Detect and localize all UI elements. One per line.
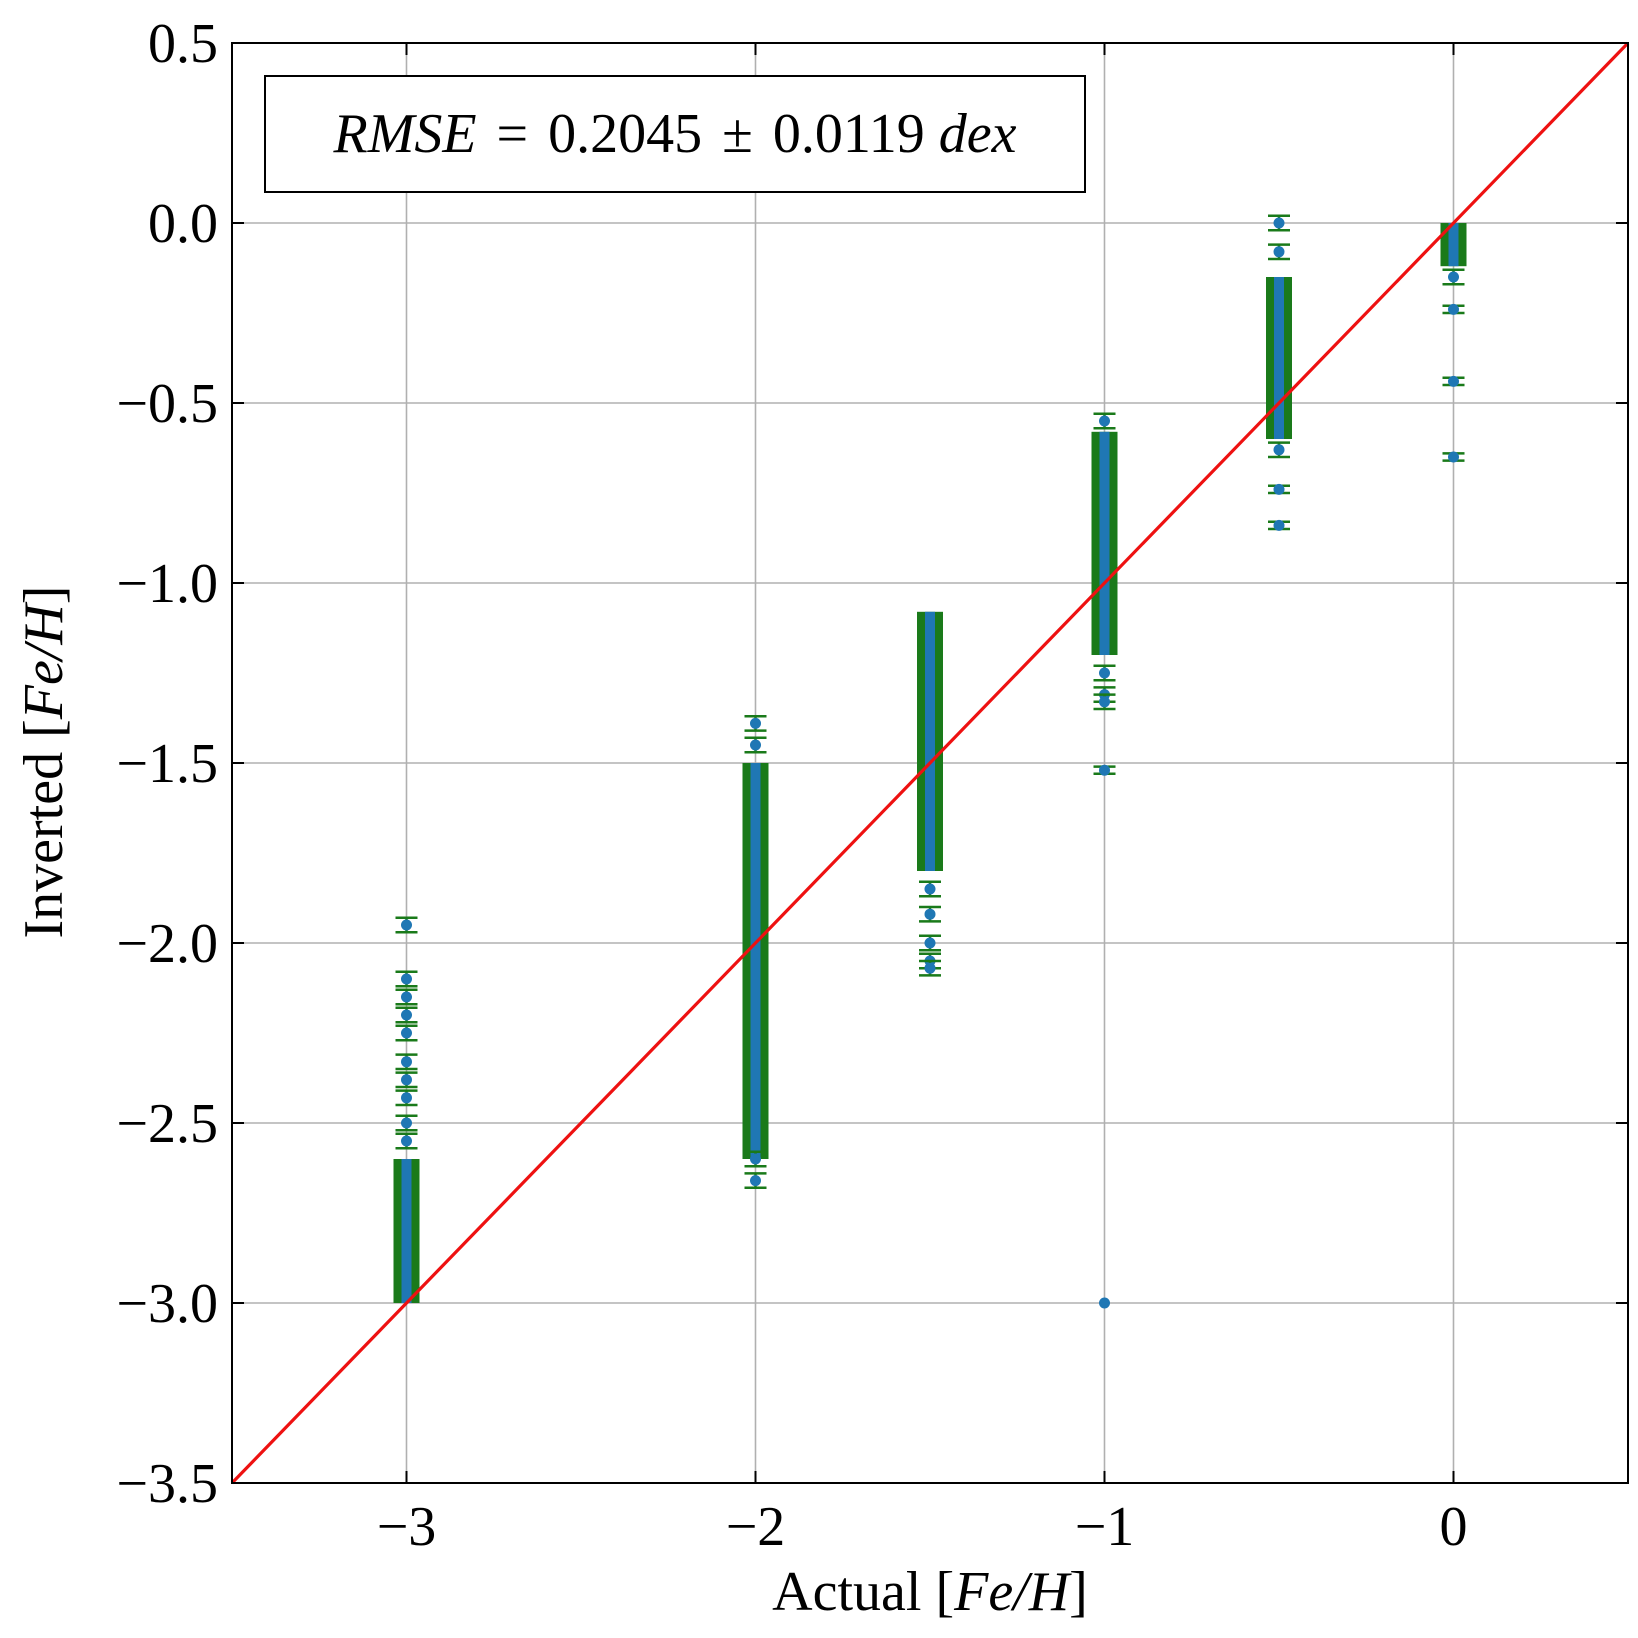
y-axis-label-close-bracket: ]	[13, 586, 75, 605]
point-band	[750, 763, 761, 1159]
data-point	[401, 1092, 412, 1104]
y-tick-label: −3.0	[116, 1273, 218, 1335]
y-tick-label: 0.5	[148, 13, 218, 75]
data-point	[401, 919, 412, 931]
annotation-frame	[264, 75, 1086, 193]
data-point	[1273, 246, 1285, 258]
data-point	[1099, 415, 1110, 427]
y-axis-label-italic: Fe/H	[13, 602, 75, 721]
x-tick-labels: −3 −2 −1 0	[377, 1496, 1468, 1558]
x-axis-label-open-bracket: [	[935, 1561, 954, 1623]
data-point	[401, 973, 412, 985]
y-tick-label: −2.5	[116, 1093, 218, 1155]
annotation-text: RMSE = 0.2045 ± 0.0119 dex	[332, 103, 1016, 165]
data-points	[395, 214, 1465, 1309]
data-point	[401, 1117, 412, 1129]
annotation-metric: RMSE	[332, 103, 476, 165]
y-tick-label: −1.0	[116, 553, 218, 615]
annotation-value: 0.2045	[548, 103, 702, 165]
data-point	[924, 962, 936, 974]
data-point	[401, 1056, 412, 1068]
data-point	[401, 1074, 412, 1086]
data-point	[1448, 271, 1459, 283]
data-point	[401, 1009, 412, 1021]
data-point	[750, 717, 761, 729]
annotation-box: RMSE = 0.2045 ± 0.0119 dex	[264, 75, 1086, 193]
point-band	[401, 1159, 412, 1303]
y-tick-label: 0.0	[148, 193, 218, 255]
annotation-pm: ±	[722, 103, 753, 165]
x-axis-label-text: Actual	[772, 1561, 935, 1623]
y-axis-label-text: Inverted	[13, 738, 75, 939]
data-point	[1448, 303, 1459, 315]
x-axis-label-italic: Fe/H	[953, 1561, 1072, 1623]
data-point	[1099, 1297, 1110, 1309]
y-axis-label-open-bracket: [	[13, 719, 75, 738]
x-tick-label: −3	[377, 1496, 437, 1558]
data-point	[1099, 764, 1110, 776]
x-axis-label: Actual [Fe/H]	[772, 1561, 1088, 1623]
annotation-error: 0.0119	[773, 103, 925, 165]
data-point	[750, 1153, 761, 1165]
identity-line	[230, 41, 1630, 1485]
y-tick-label: −0.5	[116, 373, 218, 435]
data-point	[401, 991, 412, 1003]
point-band	[1448, 223, 1459, 267]
data-point	[1273, 444, 1285, 456]
data-point	[401, 1135, 412, 1147]
annotation-equals: =	[497, 103, 529, 165]
point-band	[925, 611, 935, 871]
data-point	[1099, 696, 1110, 708]
y-axis-label: Inverted [Fe/H]	[13, 586, 75, 939]
data-point	[924, 908, 936, 920]
y-tick-label: −2.0	[116, 913, 218, 975]
data-point	[1448, 451, 1459, 463]
data-point	[924, 883, 936, 895]
data-point	[401, 1027, 412, 1039]
x-tick-label: −1	[1075, 1496, 1135, 1558]
data-point	[1273, 217, 1285, 229]
point-band	[1099, 431, 1110, 655]
x-tick-label: −2	[726, 1496, 786, 1558]
x-axis-label-close-bracket: ]	[1069, 1561, 1088, 1623]
data-point	[1273, 483, 1285, 495]
data-point	[924, 937, 936, 949]
y-tick-labels: 0.5 0.0 −0.5 −1.0 −1.5 −2.0 −2.5 −3.0 −3.5	[116, 13, 218, 1515]
axis-ticks	[232, 42, 1628, 1484]
x-tick-label: 0	[1440, 1496, 1468, 1558]
annotation-unit: dex	[939, 103, 1017, 165]
data-point	[750, 1175, 761, 1187]
data-columns	[393, 223, 1467, 1303]
point-band	[1274, 277, 1284, 439]
y-tick-label: −1.5	[116, 733, 218, 795]
data-point	[1273, 519, 1285, 531]
y-tick-label: −3.5	[116, 1453, 218, 1515]
data-point	[1448, 375, 1459, 387]
data-point	[1099, 667, 1110, 679]
data-point	[750, 739, 761, 751]
